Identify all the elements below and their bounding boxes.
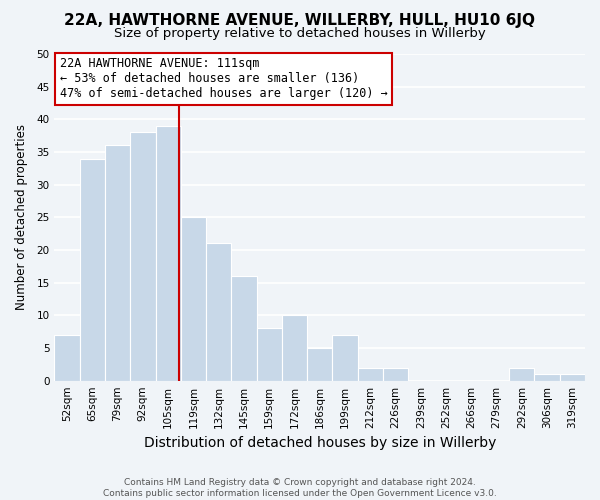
Text: 22A, HAWTHORNE AVENUE, WILLERBY, HULL, HU10 6JQ: 22A, HAWTHORNE AVENUE, WILLERBY, HULL, H… [65, 12, 536, 28]
Bar [332, 335, 358, 380]
Bar [307, 348, 332, 380]
Bar [130, 132, 155, 380]
Bar [257, 328, 282, 380]
Bar [535, 374, 560, 380]
Bar [105, 146, 130, 380]
Bar [181, 218, 206, 380]
Bar [206, 244, 231, 380]
Text: Size of property relative to detached houses in Willerby: Size of property relative to detached ho… [114, 28, 486, 40]
Bar [282, 316, 307, 380]
Bar [155, 126, 181, 380]
Bar [231, 276, 257, 380]
Text: 22A HAWTHORNE AVENUE: 111sqm
← 53% of detached houses are smaller (136)
47% of s: 22A HAWTHORNE AVENUE: 111sqm ← 53% of de… [60, 58, 388, 100]
Bar [383, 368, 408, 380]
Bar [509, 368, 535, 380]
Text: Contains HM Land Registry data © Crown copyright and database right 2024.
Contai: Contains HM Land Registry data © Crown c… [103, 478, 497, 498]
Bar [358, 368, 383, 380]
Bar [560, 374, 585, 380]
X-axis label: Distribution of detached houses by size in Willerby: Distribution of detached houses by size … [143, 436, 496, 450]
Y-axis label: Number of detached properties: Number of detached properties [15, 124, 28, 310]
Bar [55, 335, 80, 380]
Bar [80, 158, 105, 380]
